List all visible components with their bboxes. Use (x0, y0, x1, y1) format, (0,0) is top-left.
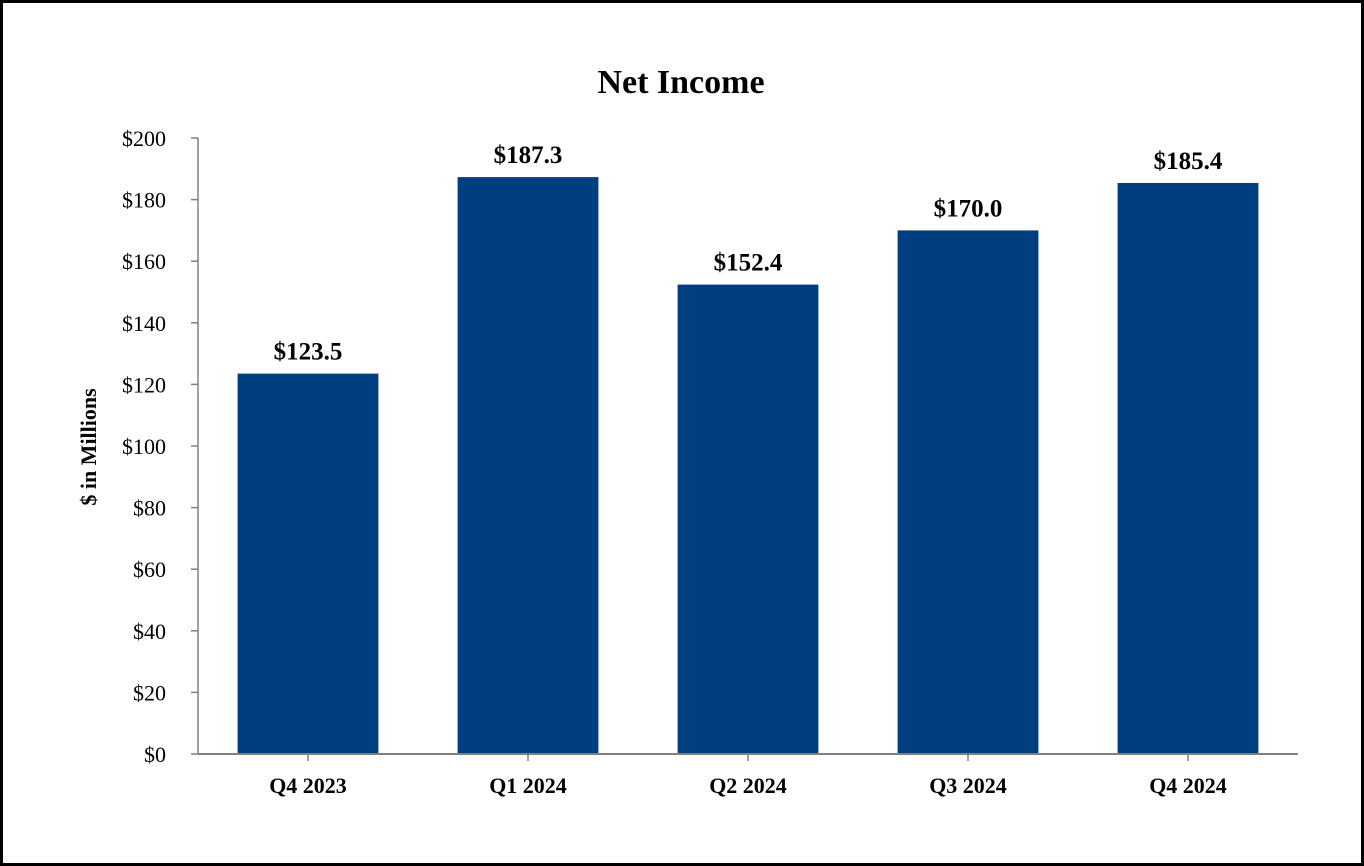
bars-group (237, 177, 1259, 755)
labels-group: $123.5 Q4 2023 $187.3 Q1 2024 $152.4 Q2 2024 $… (122, 126, 1227, 798)
y-tick-label: $40 (133, 619, 166, 644)
y-tick-label: $0 (144, 742, 166, 767)
axes-group (191, 137, 1298, 761)
x-tick-label: Q3 2024 (929, 773, 1007, 798)
data-label: $185.4 (1154, 148, 1223, 175)
x-tick-label: Q4 2023 (269, 773, 347, 798)
bar-q4-2023 (237, 373, 379, 754)
bar-q1-2024 (457, 177, 599, 755)
data-label: $152.4 (714, 250, 783, 277)
y-tick-label: $80 (133, 496, 166, 521)
x-tick-label: Q4 2024 (1149, 773, 1227, 798)
y-tick-label: $140 (122, 311, 166, 336)
y-tick-label: $200 (122, 126, 166, 151)
chart-title: Net Income (597, 64, 764, 101)
y-tick-label: $20 (133, 680, 166, 705)
y-tick-label: $120 (122, 372, 166, 397)
bar-q4-2024 (1117, 182, 1259, 754)
y-tick-label: $100 (122, 434, 166, 459)
x-tick-label: Q2 2024 (709, 773, 787, 798)
x-tick-label: Q1 2024 (489, 773, 567, 798)
y-axis-label: $ in Millions (76, 388, 101, 506)
data-label: $170.0 (934, 195, 1003, 222)
y-tick-label: $60 (133, 557, 166, 582)
bar-q2-2024 (677, 284, 819, 754)
y-tick-label: $160 (122, 249, 166, 274)
bar-q3-2024 (897, 230, 1039, 754)
data-label: $123.5 (274, 339, 343, 366)
data-label: $187.3 (494, 142, 563, 169)
y-tick-label: $180 (122, 188, 166, 213)
